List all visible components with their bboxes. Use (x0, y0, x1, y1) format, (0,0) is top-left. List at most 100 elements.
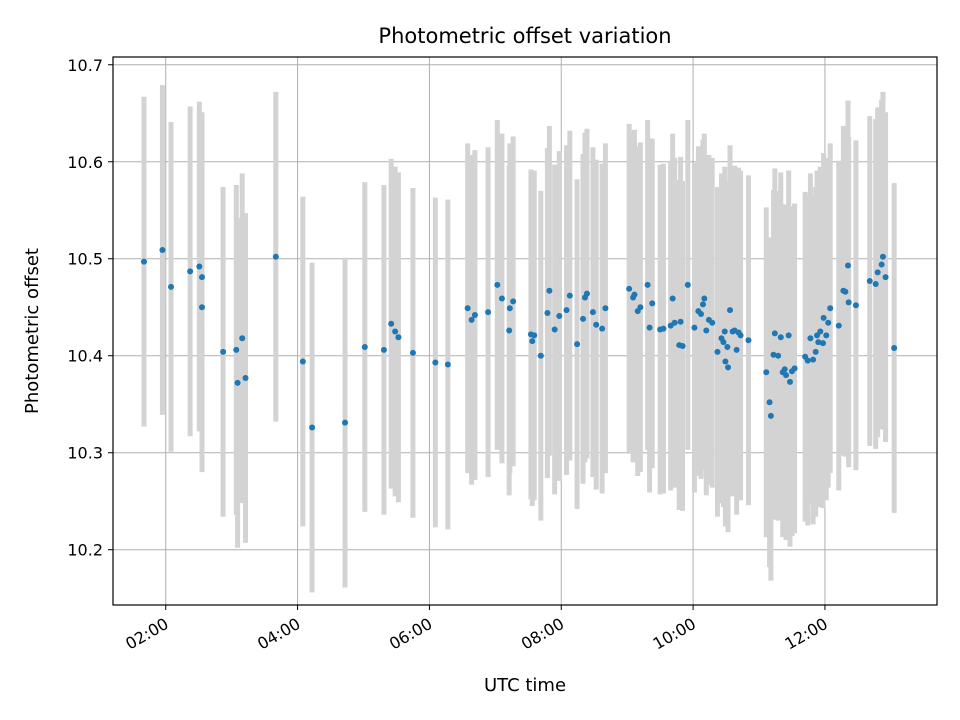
data-point (537, 352, 544, 359)
data-point (471, 311, 478, 318)
data-point (745, 337, 752, 344)
data-point (464, 305, 471, 312)
y-tick-label: 10.5 (67, 250, 103, 269)
data-point (242, 375, 249, 382)
data-point (556, 312, 563, 319)
data-point (835, 322, 842, 329)
data-point (727, 307, 734, 314)
data-point (234, 379, 241, 386)
data-point (444, 361, 451, 368)
data-point (599, 325, 606, 332)
data-point (879, 253, 886, 260)
data-point (725, 364, 732, 371)
data-point (506, 327, 513, 334)
data-point (198, 304, 205, 311)
data-point (810, 356, 817, 363)
data-point (392, 328, 399, 335)
data-point (820, 314, 827, 321)
data-point (775, 352, 782, 359)
data-point (602, 305, 609, 312)
data-point (580, 315, 587, 322)
data-point (272, 253, 279, 260)
x-axis-label: UTC time (484, 675, 566, 696)
data-point (593, 321, 600, 328)
data-point (468, 316, 475, 323)
data-point (660, 325, 667, 332)
data-point (679, 343, 686, 350)
data-point (168, 283, 175, 290)
data-point (817, 328, 824, 335)
data-point (220, 348, 227, 355)
data-point (724, 344, 731, 351)
data-point (646, 324, 653, 331)
data-point (823, 332, 830, 339)
data-point (812, 348, 819, 355)
data-point (842, 288, 849, 295)
data-point (529, 338, 536, 345)
data-point (763, 369, 770, 376)
data-point (874, 269, 881, 276)
data-point (589, 309, 596, 316)
data-point (626, 285, 633, 292)
data-point (239, 335, 246, 342)
chart-title: Photometric offset variation (378, 24, 671, 48)
y-tick-label: 10.3 (67, 444, 103, 463)
data-point (767, 412, 774, 419)
data-point (737, 332, 744, 339)
data-point (631, 291, 638, 298)
data-point (233, 346, 240, 353)
data-point (709, 319, 716, 326)
y-axis: 10.2 10.3 10.4 10.5 10.6 10.7 (67, 56, 113, 560)
y-tick-label: 10.7 (67, 56, 103, 75)
data-point (159, 247, 166, 254)
data-point (637, 304, 644, 311)
data-point (649, 300, 656, 307)
data-point (783, 372, 790, 379)
data-point (671, 319, 678, 326)
data-point (777, 334, 784, 341)
data-point (498, 295, 505, 302)
data-point (574, 341, 581, 348)
data-point (510, 298, 517, 305)
data-point (506, 305, 513, 312)
data-point (187, 268, 194, 275)
data-point (722, 358, 729, 365)
data-point (551, 326, 558, 333)
data-point (771, 330, 778, 337)
data-point (845, 262, 852, 269)
data-point (852, 302, 859, 309)
data-point (878, 261, 885, 268)
data-point (819, 340, 826, 347)
data-point (845, 299, 852, 306)
data-point (644, 281, 651, 288)
data-point (409, 349, 416, 356)
data-point (699, 301, 706, 308)
data-point (866, 278, 873, 285)
y-tick-label: 10.6 (67, 153, 103, 172)
data-point (684, 281, 691, 288)
data-point (544, 310, 551, 317)
y-axis-label: Photometric offset (22, 248, 43, 414)
data-point (766, 399, 773, 406)
data-point (677, 318, 684, 325)
data-point (309, 424, 316, 431)
data-point (563, 307, 570, 314)
data-point (198, 274, 205, 281)
grid-lines (113, 57, 937, 605)
data-point (196, 263, 203, 270)
data-point (361, 344, 368, 351)
data-point (342, 419, 349, 426)
data-point (733, 346, 740, 353)
data-point (891, 344, 898, 351)
data-point (721, 328, 728, 335)
data-point (299, 358, 306, 365)
data-point (698, 311, 705, 318)
plot-frame (112, 56, 938, 606)
data-point (882, 274, 889, 281)
data-point (494, 281, 501, 288)
y-tick-label: 10.4 (67, 347, 103, 366)
data-point (785, 332, 792, 339)
data-point (872, 280, 879, 287)
data-point (546, 287, 553, 294)
data-point (380, 346, 387, 353)
